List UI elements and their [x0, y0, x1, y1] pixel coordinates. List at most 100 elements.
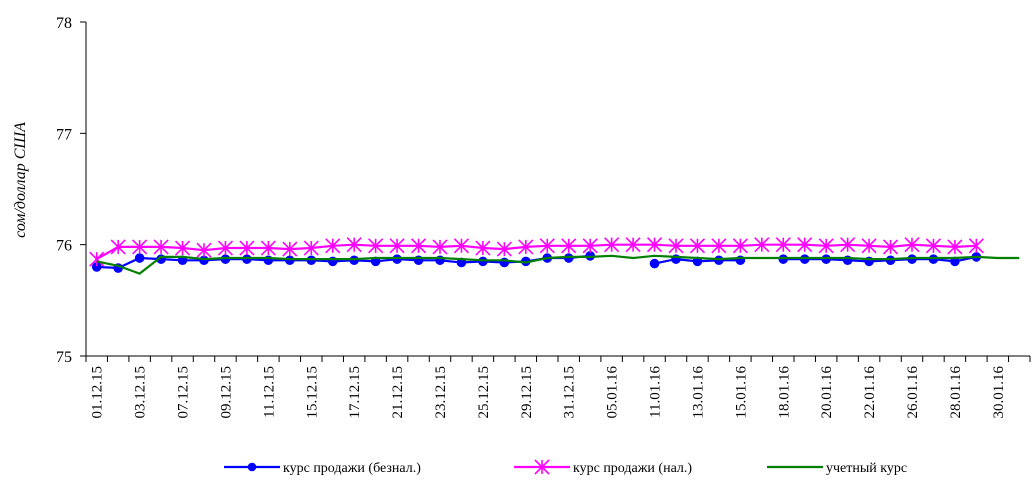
data-point: [368, 238, 384, 254]
data-point: [947, 239, 963, 255]
data-point: [260, 240, 276, 256]
data-point: [285, 255, 295, 266]
data-point: [217, 240, 234, 256]
data-point: [174, 240, 191, 256]
data-point: [561, 238, 577, 254]
data-point: [861, 238, 877, 254]
series-line: [96, 243, 977, 261]
data-point: [649, 258, 660, 269]
data-point: [389, 238, 405, 254]
y-tick-label: 76: [56, 238, 72, 255]
data-point: [778, 254, 789, 264]
data-point: [392, 254, 402, 264]
data-point: [242, 254, 252, 264]
legend: курс продажи (безнал.) курс продажи (нал.…: [224, 459, 907, 476]
data-point: [496, 241, 512, 257]
x-tick-label: 15.12.15: [304, 366, 320, 419]
data-point: [153, 239, 169, 255]
data-point: [132, 239, 148, 255]
legend-item: курс продажи (безнал.): [224, 461, 421, 476]
legend-marker: [247, 462, 257, 472]
x-tick-label: 17.12.15: [347, 366, 363, 419]
data-point: [303, 240, 319, 256]
y-tick-label: 77: [56, 126, 72, 143]
data-point: [134, 253, 145, 263]
x-tick-label: 21.12.15: [390, 366, 406, 419]
data-point: [711, 238, 727, 254]
x-tick-label: 31.12.15: [562, 366, 578, 419]
data-point: [410, 238, 427, 254]
data-point: [582, 238, 598, 254]
x-tick-label: 11.12.15: [261, 366, 277, 418]
x-tick-label: 28.01.16: [948, 366, 964, 419]
data-point: [968, 238, 984, 254]
axes: [80, 21, 1031, 362]
data-point: [840, 237, 856, 253]
x-tick-label: 03.12.15: [133, 366, 149, 419]
x-tick-label: 07.12.15: [176, 366, 192, 419]
x-tick-label: 20.01.16: [819, 366, 835, 419]
x-tick-label: 26.01.16: [905, 366, 921, 419]
x-tick-label: 11.01.16: [648, 366, 664, 418]
data-point: [646, 237, 663, 253]
x-tick-label: 23.12.15: [433, 366, 449, 419]
x-tick-label: 29.12.15: [519, 366, 535, 419]
data-point: [818, 238, 834, 254]
data-point: [821, 254, 831, 264]
x-tick-labels: 01.12.15 03.12.15 07.12.15 09.12.15 11.12.15…: [90, 366, 1007, 419]
data-point: [797, 237, 813, 253]
data-point: [199, 255, 209, 266]
y-tick-labels: 75 76 77 78: [56, 15, 72, 366]
data-point: [625, 237, 641, 253]
legend-marker: [534, 459, 550, 475]
data-point: [714, 255, 724, 266]
data-point: [539, 238, 555, 254]
series-2: [89, 237, 984, 267]
data-point: [604, 237, 620, 253]
x-tick-label: 22.01.16: [862, 366, 878, 419]
x-tick-label: 01.12.15: [90, 366, 106, 419]
data-point: [904, 237, 920, 253]
data-point: [110, 239, 126, 255]
data-point: [196, 242, 212, 258]
legend-label: курс продажи (нал.): [573, 461, 692, 476]
data-point: [732, 238, 748, 254]
x-tick-label: 09.12.15: [218, 366, 234, 419]
y-axis-title: сом/доллар США: [12, 122, 29, 238]
series-line: [96, 254, 1020, 275]
data-point: [885, 255, 896, 266]
x-tick-label: 13.01.16: [690, 366, 706, 419]
data-point: [89, 251, 105, 267]
data-point: [282, 241, 298, 257]
data-point: [925, 238, 942, 254]
x-tick-label: 15.01.16: [733, 366, 749, 419]
legend-item: курс продажи (нал.): [514, 459, 692, 476]
data-point: [518, 239, 534, 255]
x-tick-label: 18.01.16: [776, 366, 792, 419]
legend-label: учетный курс: [826, 461, 907, 476]
data-point: [346, 237, 362, 253]
x-tick-label: 25.12.15: [476, 366, 492, 419]
data-point: [325, 238, 341, 254]
data-point: [432, 239, 448, 255]
series-3: [96, 254, 1020, 275]
x-tick-label: 30.01.16: [991, 366, 1007, 419]
legend-item: учетный курс: [767, 461, 907, 476]
data-point: [754, 237, 770, 253]
data-point: [349, 255, 359, 266]
series-layer: [89, 237, 1020, 275]
data-point: [453, 238, 470, 254]
data-point: [882, 239, 899, 255]
legend-label: курс продажи (безнал.): [283, 461, 421, 476]
data-point: [689, 238, 706, 254]
data-point: [306, 255, 317, 266]
x-tick-label: 05.01.16: [605, 366, 621, 419]
y-tick-label: 75: [56, 349, 72, 366]
data-point: [775, 237, 791, 253]
data-point: [928, 254, 939, 264]
data-point: [239, 240, 255, 256]
y-tick-label: 78: [56, 15, 72, 32]
data-point: [799, 254, 810, 264]
